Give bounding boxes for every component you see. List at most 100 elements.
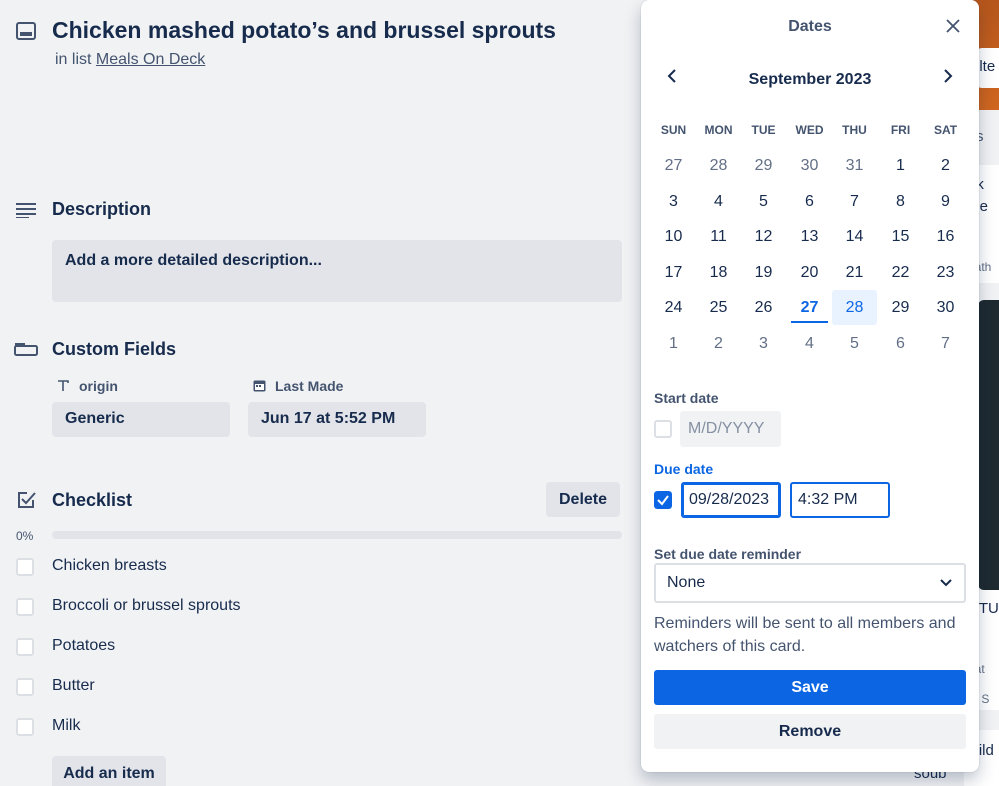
list-breadcrumb: in list Meals On Deck	[55, 51, 205, 69]
calendar-day[interactable]: 11	[710, 228, 727, 246]
due-time-input[interactable]: 4:32 PM	[790, 482, 890, 518]
reminder-select[interactable]: None	[654, 563, 966, 603]
calendar-day[interactable]: 7	[850, 192, 859, 210]
calendar-day[interactable]: 23	[936, 263, 955, 281]
field-last-made-input[interactable]: Jun 17 at 5:52 PM	[248, 402, 426, 437]
checklist-item-label[interactable]: Milk	[52, 717, 81, 734]
delete-checklist-button[interactable]: Delete	[546, 482, 620, 517]
reminder-help-text: Reminders will be sent to all members an…	[654, 615, 956, 655]
weekday-label: TUE	[751, 123, 776, 137]
board-card-cover	[978, 300, 999, 590]
start-date-label: Start date	[654, 390, 719, 406]
checklist-item-checkbox[interactable]	[16, 598, 34, 616]
list-link[interactable]: Meals On Deck	[95, 51, 206, 68]
calendar-day[interactable]: 10	[664, 228, 683, 246]
popover-title: Dates	[788, 18, 832, 35]
list-header-fragment: s	[976, 128, 984, 145]
calendar-day[interactable]: 31	[845, 157, 864, 174]
remove-button[interactable]: Remove	[654, 714, 966, 749]
calendar-day[interactable]: 27	[664, 157, 683, 174]
checklist-item-checkbox[interactable]	[16, 638, 34, 656]
description-editor[interactable]: Add a more detailed description...	[52, 240, 622, 302]
calendar-day[interactable]: 19	[754, 263, 773, 281]
checklist-item-label[interactable]: Chicken breasts	[52, 557, 167, 574]
calendar-day[interactable]: 9	[941, 192, 950, 210]
calendar-day-today[interactable]: 27	[787, 290, 832, 325]
reminder-label: Set due date reminder	[654, 546, 802, 562]
close-icon[interactable]	[941, 14, 965, 38]
calendar-day[interactable]: 8	[896, 192, 905, 210]
calendar-day[interactable]: 4	[714, 192, 723, 210]
calendar-day[interactable]: 2	[714, 335, 723, 352]
save-button[interactable]: Save	[654, 670, 966, 705]
filter-chip[interactable]	[976, 48, 999, 88]
checklist-item-label[interactable]: Broccoli or brussel sprouts	[52, 597, 241, 614]
description-icon	[16, 203, 36, 218]
card-title[interactable]: Chicken mashed potato’s and brussel spro…	[52, 17, 556, 43]
filter-chip-label: ilte	[976, 58, 996, 75]
weekday-label: SUN	[660, 123, 687, 137]
calendar-day[interactable]: 30	[800, 157, 819, 174]
custom-fields-icon	[14, 343, 38, 356]
checklist-progress-bar	[52, 531, 622, 539]
dates-popover: Dates September 2023 SUN MON TUE WED THU FRI S…	[641, 0, 979, 772]
due-date-checkbox[interactable]	[654, 491, 672, 509]
calendar-day[interactable]: 16	[936, 228, 955, 246]
calendar-day[interactable]: 2	[941, 157, 950, 174]
checklist-item-checkbox[interactable]	[16, 718, 34, 736]
checklist-item-checkbox[interactable]	[16, 558, 34, 576]
calendar-day[interactable]: 26	[754, 299, 773, 317]
add-checklist-item-button[interactable]: Add an item	[52, 756, 166, 786]
calendar-day[interactable]: 5	[850, 335, 859, 352]
previous-month-button[interactable]	[661, 64, 685, 88]
weekday-label: MON	[704, 123, 733, 137]
calendar-day[interactable]: 5	[759, 192, 768, 210]
calendar-day[interactable]: 1	[896, 157, 905, 174]
checklist-icon	[18, 492, 36, 508]
calendar-day[interactable]: 6	[805, 192, 814, 210]
calendar-day[interactable]: 29	[891, 299, 910, 317]
calendar-day[interactable]: 12	[754, 228, 773, 246]
weekday-label: SAT	[933, 123, 958, 137]
calendar-day[interactable]: 1	[669, 335, 678, 352]
due-date-label: Due date	[654, 461, 714, 477]
calendar-day[interactable]: 6	[896, 335, 905, 352]
chevron-down-icon	[940, 579, 952, 587]
card-icon	[16, 22, 36, 40]
calendar-day[interactable]: 30	[936, 299, 955, 317]
calendar-day[interactable]: 17	[664, 263, 683, 281]
calendar-day[interactable]: 7	[941, 335, 950, 352]
weekday-label: WED	[795, 123, 824, 137]
calendar-day[interactable]: 28	[709, 157, 728, 174]
in-list-prefix: in list	[55, 51, 92, 68]
weekday-label: FRI	[890, 123, 911, 137]
custom-fields-title: Custom Fields	[52, 339, 177, 359]
due-date-input[interactable]: 09/28/2023	[681, 482, 781, 518]
field-origin-select[interactable]: Generic	[52, 402, 230, 437]
calendar-day[interactable]: 20	[800, 263, 819, 281]
calendar-month-label: September 2023	[748, 71, 872, 88]
calendar-day[interactable]: 18	[709, 263, 728, 281]
calendar-day[interactable]: 22	[891, 263, 910, 281]
calendar-day-selected[interactable]: 28	[832, 290, 877, 326]
calendar-day[interactable]: 29	[754, 157, 773, 174]
field-label-origin: origin	[79, 378, 118, 394]
calendar-day[interactable]: 13	[800, 228, 819, 246]
next-month-button[interactable]	[935, 64, 959, 88]
checklist-title: Checklist	[52, 490, 133, 510]
calendar-day[interactable]: 24	[664, 299, 683, 317]
checklist-item-checkbox[interactable]	[16, 678, 34, 696]
checklist-item-label[interactable]: Butter	[52, 677, 95, 694]
calendar-day[interactable]: 14	[845, 228, 864, 246]
calendar-day[interactable]: 21	[845, 263, 864, 281]
field-label-last-made: Last Made	[275, 378, 344, 394]
checklist-item-label[interactable]: Potatoes	[52, 637, 116, 654]
calendar-day[interactable]: 25	[709, 299, 728, 317]
calendar-day[interactable]: 4	[805, 335, 814, 352]
calendar-day[interactable]: 15	[891, 228, 910, 246]
calendar-day[interactable]: 3	[759, 335, 768, 352]
description-title: Description	[52, 199, 152, 219]
calendar-day[interactable]: 3	[669, 192, 678, 210]
start-date-checkbox[interactable]	[654, 420, 672, 438]
start-date-input[interactable]: M/D/YYYY	[680, 411, 781, 447]
